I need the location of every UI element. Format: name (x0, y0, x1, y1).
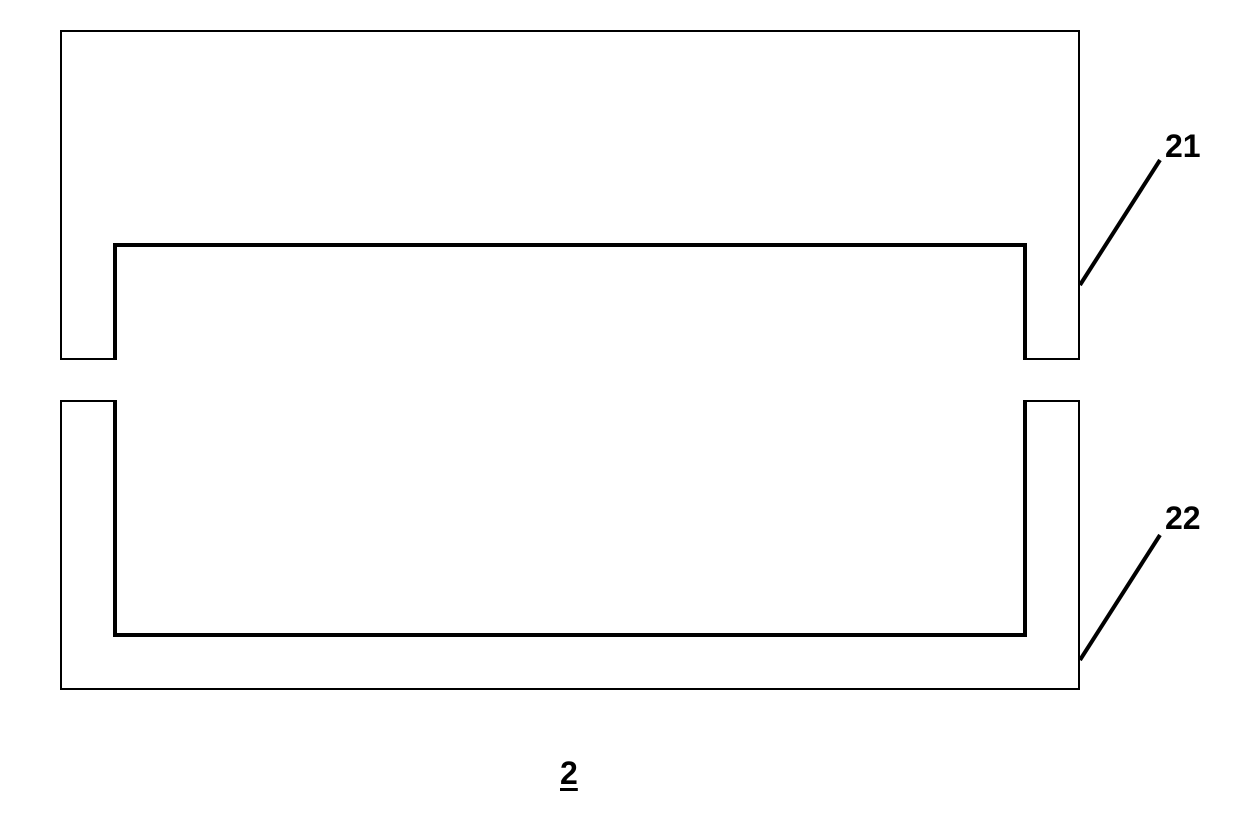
figure-number: 2 (560, 755, 578, 792)
leader-bottom (1080, 535, 1160, 660)
part-bottom (60, 400, 1080, 690)
label-part-bottom: 22 (1165, 500, 1201, 537)
label-part-top: 21 (1165, 128, 1201, 165)
diagram-canvas: 21 22 2 (0, 0, 1240, 820)
leader-top (1080, 160, 1160, 285)
part-top (60, 30, 1080, 360)
